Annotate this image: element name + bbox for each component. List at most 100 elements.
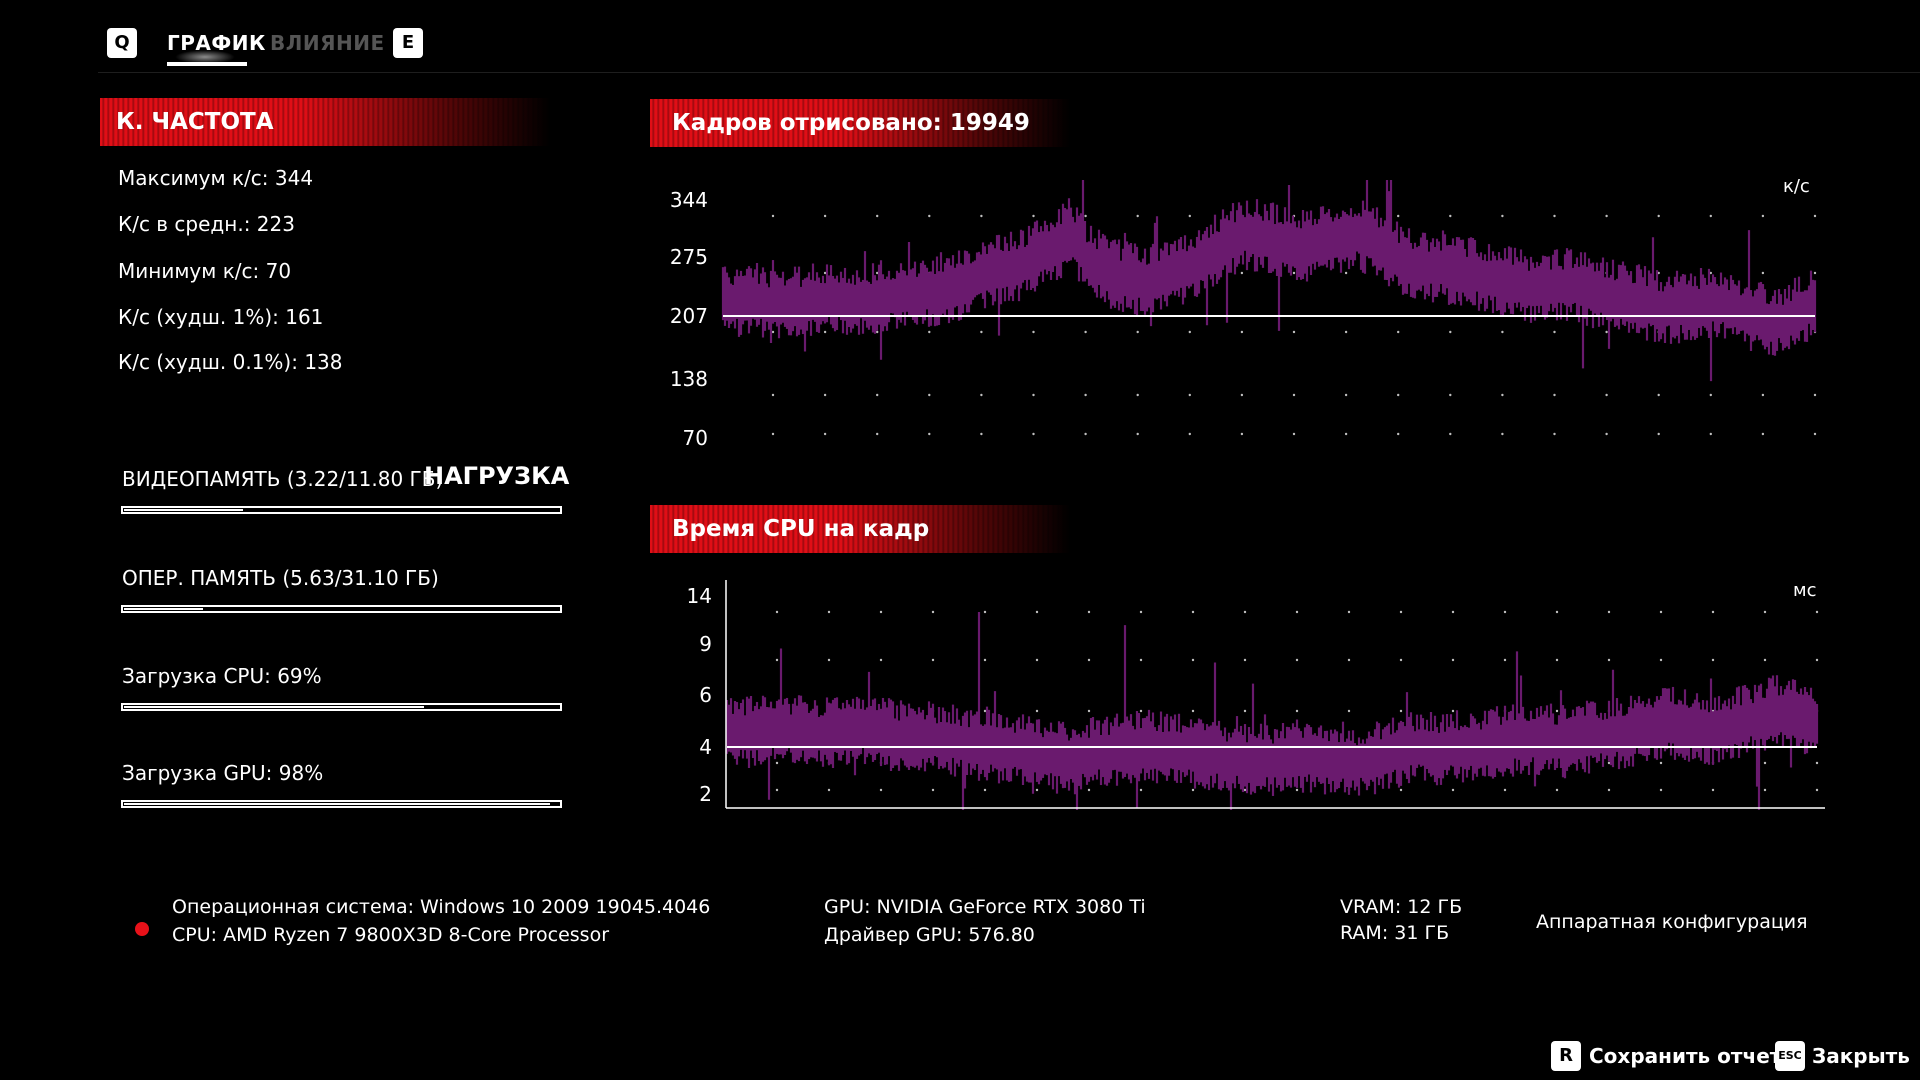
grid-dot xyxy=(1761,432,1765,436)
grid-dot xyxy=(1451,709,1455,713)
cpu-load-label: Загрузка CPU: 69% xyxy=(122,664,322,688)
grid-dot xyxy=(1032,432,1035,436)
ram-label: ОПЕР. ПАМЯТЬ (5.63/31.10 ГБ) xyxy=(122,566,439,590)
gpu-load-label: Загрузка GPU: 98% xyxy=(122,761,324,785)
grid-dot xyxy=(1087,788,1091,792)
grid-dot xyxy=(1191,610,1195,614)
grid-dot xyxy=(827,658,831,662)
grid-dot xyxy=(980,330,983,334)
grid-dot xyxy=(1553,214,1556,218)
y-tick-label: 14 xyxy=(687,584,712,608)
grid-dot xyxy=(879,658,883,662)
grid-dot xyxy=(1243,610,1247,614)
grid-dot xyxy=(1761,393,1765,397)
grid-dot xyxy=(775,658,779,662)
grid-dot xyxy=(1659,761,1663,765)
fps-chart-header: Кадров отрисовано: 19949 xyxy=(650,99,1070,147)
grid-dot xyxy=(1605,393,1608,397)
grid-dot xyxy=(771,214,775,218)
grid-dot xyxy=(1503,610,1507,614)
grid-dot xyxy=(879,788,883,792)
grid-dot xyxy=(1084,214,1087,218)
grid-dot xyxy=(1035,709,1039,713)
grid-dot xyxy=(928,393,931,397)
grid-dot xyxy=(980,393,983,397)
grid-dot xyxy=(1292,432,1296,436)
grid-dot xyxy=(1399,610,1403,614)
series-band xyxy=(725,611,1819,810)
grid-dot xyxy=(1607,761,1611,765)
grid-dot xyxy=(775,788,779,792)
status-dot xyxy=(135,922,149,936)
stat-01pct-low: К/с (худш. 0.1%): 138 xyxy=(118,350,343,374)
grid-dot xyxy=(1657,393,1660,397)
stat-1pct-low: К/с (худш. 1%): 161 xyxy=(118,305,324,329)
framerate-header: К. ЧАСТОТА xyxy=(100,98,550,146)
grid-dot xyxy=(1136,393,1139,397)
grid-dot xyxy=(1295,709,1299,713)
grid-dot xyxy=(1087,709,1091,713)
series-band xyxy=(721,180,1817,382)
grid-dot xyxy=(1240,432,1244,436)
save-report-key[interactable]: R xyxy=(1551,1041,1581,1071)
save-report-button[interactable]: Сохранить отчет xyxy=(1589,1044,1782,1068)
grid-dot xyxy=(1451,610,1455,614)
grid-dot xyxy=(1243,658,1247,662)
grid-dot xyxy=(1397,393,1400,397)
grid-dot xyxy=(1449,393,1452,397)
gpu-load-meter xyxy=(121,800,562,808)
grid-dot xyxy=(1397,432,1400,436)
ram-meter-fill xyxy=(124,608,203,610)
grid-dot xyxy=(1347,610,1351,614)
grid-dot xyxy=(1292,330,1296,334)
grid-dot xyxy=(1763,610,1767,614)
hardware-config-link[interactable]: Аппаратная конфигурация xyxy=(1536,911,1808,933)
stat-min-fps: Минимум к/с: 70 xyxy=(118,259,292,283)
fps-chart-title: Кадров отрисовано: 19949 xyxy=(672,110,1030,136)
grid-dot xyxy=(931,610,935,614)
grid-dot xyxy=(876,271,879,275)
grid-dot xyxy=(1659,610,1663,614)
grid-dot xyxy=(876,432,879,436)
grid-dot xyxy=(1240,271,1244,275)
tab-impact[interactable]: ВЛИЯНИЕ xyxy=(270,31,385,55)
grid-dot xyxy=(1139,709,1143,713)
grid-dot xyxy=(1605,432,1608,436)
grid-dot xyxy=(1555,788,1559,792)
grid-dot xyxy=(1240,330,1244,334)
grid-dot xyxy=(1813,271,1817,275)
close-button[interactable]: Закрыть xyxy=(1812,1044,1910,1068)
grid-dot xyxy=(931,658,935,662)
grid-dot xyxy=(1347,658,1351,662)
grid-dot xyxy=(1553,432,1556,436)
grid-dot xyxy=(1344,393,1348,397)
grid-dot xyxy=(1295,788,1299,792)
cpu-chart-header: Время CPU на кадр xyxy=(650,505,1070,553)
grid-dot xyxy=(1607,788,1611,792)
grid-dot xyxy=(823,432,827,436)
grid-dot xyxy=(1399,658,1403,662)
grid-dot xyxy=(1295,610,1299,614)
grid-dot xyxy=(1451,788,1455,792)
grid-dot xyxy=(1243,709,1247,713)
grid-dot xyxy=(1657,214,1660,218)
grid-dot xyxy=(983,788,987,792)
grid-dot xyxy=(1813,393,1817,397)
grid-dot xyxy=(1815,788,1819,792)
cpu-load-meter xyxy=(121,703,562,711)
grid-dot xyxy=(1813,214,1817,218)
vram-meter xyxy=(121,506,562,514)
grid-dot xyxy=(931,788,935,792)
tab-next-key[interactable]: E xyxy=(393,28,423,58)
grid-dot xyxy=(1188,214,1191,218)
grid-dot xyxy=(1451,658,1455,662)
grid-dot xyxy=(1553,330,1556,334)
cpu-info: CPU: AMD Ryzen 7 9800X3D 8-Core Processo… xyxy=(172,924,610,946)
grid-dot xyxy=(1503,788,1507,792)
y-tick-label: 2 xyxy=(699,782,712,806)
grid-dot xyxy=(1035,610,1039,614)
grid-dot xyxy=(928,432,931,436)
close-key[interactable]: ESC xyxy=(1775,1041,1805,1071)
grid-dot xyxy=(1501,330,1504,334)
tab-prev-key[interactable]: Q xyxy=(107,28,137,58)
